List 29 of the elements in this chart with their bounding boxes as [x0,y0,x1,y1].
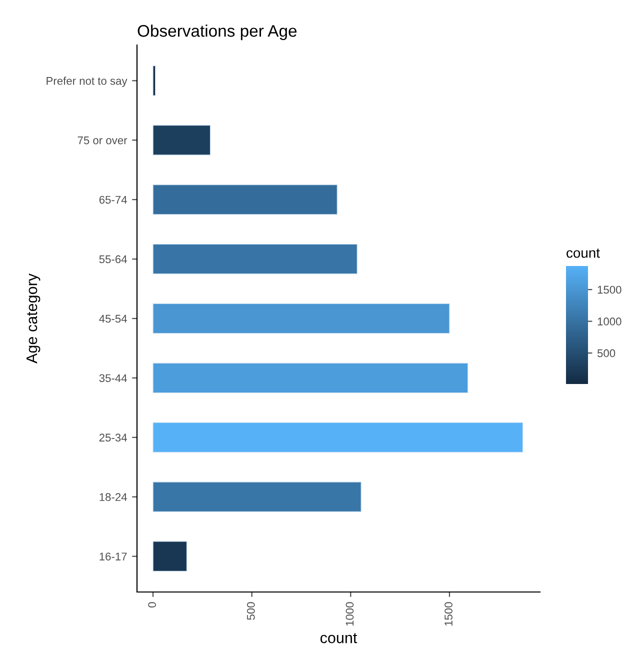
y-tick-label: 18-24 [100,493,127,502]
bar [152,303,450,334]
y-axis-title: Age category [26,274,40,364]
bar [152,65,156,96]
x-tick-label: 500 [246,602,255,620]
bar [152,541,188,572]
y-tick-label: Prefer not to say [46,76,128,88]
y-tick-label: 65-74 [99,196,127,204]
bar [152,124,211,156]
y-tick-label: 45-54 [99,314,127,323]
y-tick-label: 55-64 [99,255,127,264]
y-tick-label: 25-34 [99,434,127,442]
chart-title: Observations per Age [138,24,297,40]
x-axis-title: count [320,633,358,644]
bar [152,362,468,394]
x-tick-label: 0 [148,602,156,608]
bar [152,184,338,215]
bar [152,482,362,512]
color-bar-label: 1500 [598,286,622,294]
y-tick-label: 35-44 [99,374,127,382]
color-bar-title: count [566,248,600,258]
y-tick-label: 16-17 [100,552,127,560]
color-bar-label: 1000 [598,318,622,326]
x-tick-label: 1000 [346,602,354,626]
x-tick-label: 1500 [444,602,452,626]
bar [152,422,524,453]
y-tick-label: 75 or over [78,136,128,144]
color-bar-label: 500 [597,349,616,358]
bar [152,244,358,274]
